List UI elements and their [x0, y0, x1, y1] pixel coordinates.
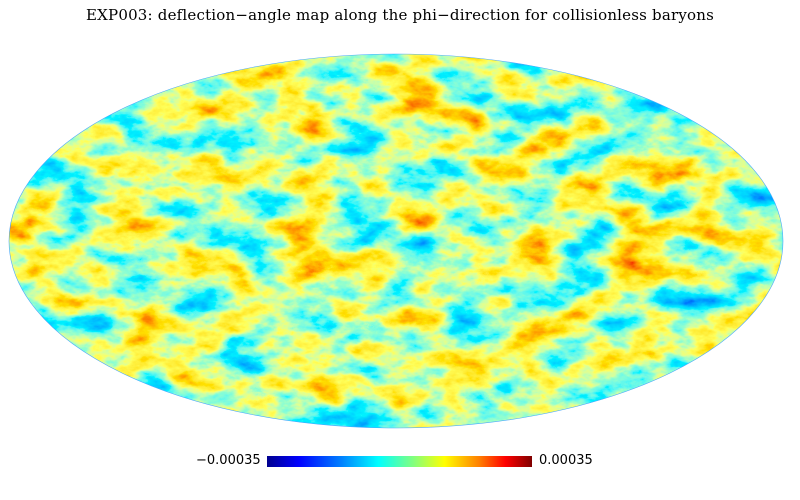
map-outline: [8, 53, 784, 429]
map-title: EXP003: deflection−angle map along the p…: [86, 6, 714, 24]
colorbar-max-label: 0.00035: [539, 453, 593, 468]
colorbar: [267, 456, 532, 467]
colorbar-min-label: −0.00035: [196, 453, 261, 468]
map-surface: [9, 54, 783, 428]
